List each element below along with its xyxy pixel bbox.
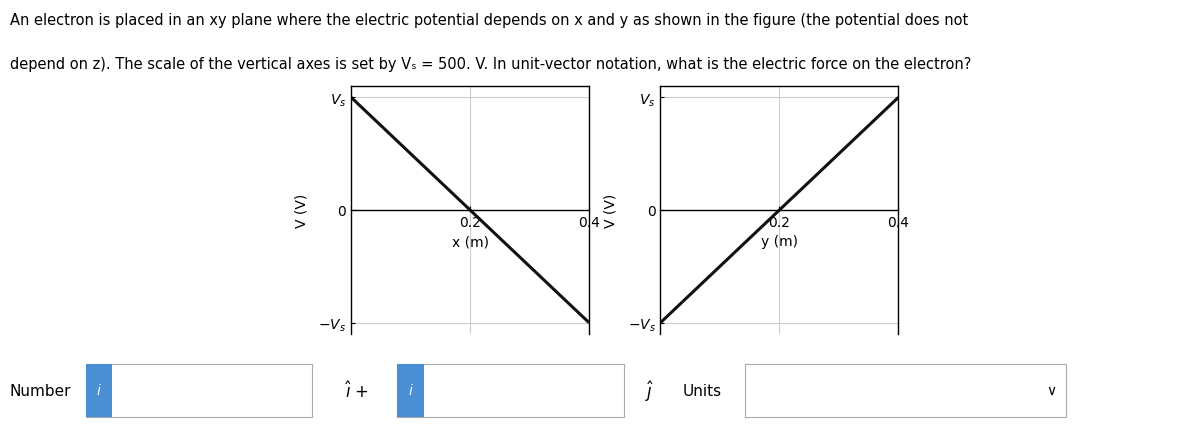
Y-axis label: V (V): V (V) <box>603 194 618 227</box>
Text: i: i <box>96 384 101 398</box>
Y-axis label: V (V): V (V) <box>294 194 308 227</box>
Text: An electron is placed in an xy plane where the electric potential depends on x a: An electron is placed in an xy plane whe… <box>10 13 967 28</box>
Text: Number: Number <box>10 383 71 398</box>
Text: $\hat{\imath}$ +: $\hat{\imath}$ + <box>345 380 369 401</box>
Text: $\hat{\jmath}$: $\hat{\jmath}$ <box>645 378 654 403</box>
X-axis label: y (m): y (m) <box>760 235 798 249</box>
Text: depend on z). The scale of the vertical axes is set by Vₛ = 500. V. In unit-vect: depend on z). The scale of the vertical … <box>10 56 971 71</box>
Text: ∨: ∨ <box>1046 384 1057 398</box>
Text: Units: Units <box>683 383 722 398</box>
X-axis label: x (m): x (m) <box>451 235 489 249</box>
Text: i: i <box>408 384 413 398</box>
